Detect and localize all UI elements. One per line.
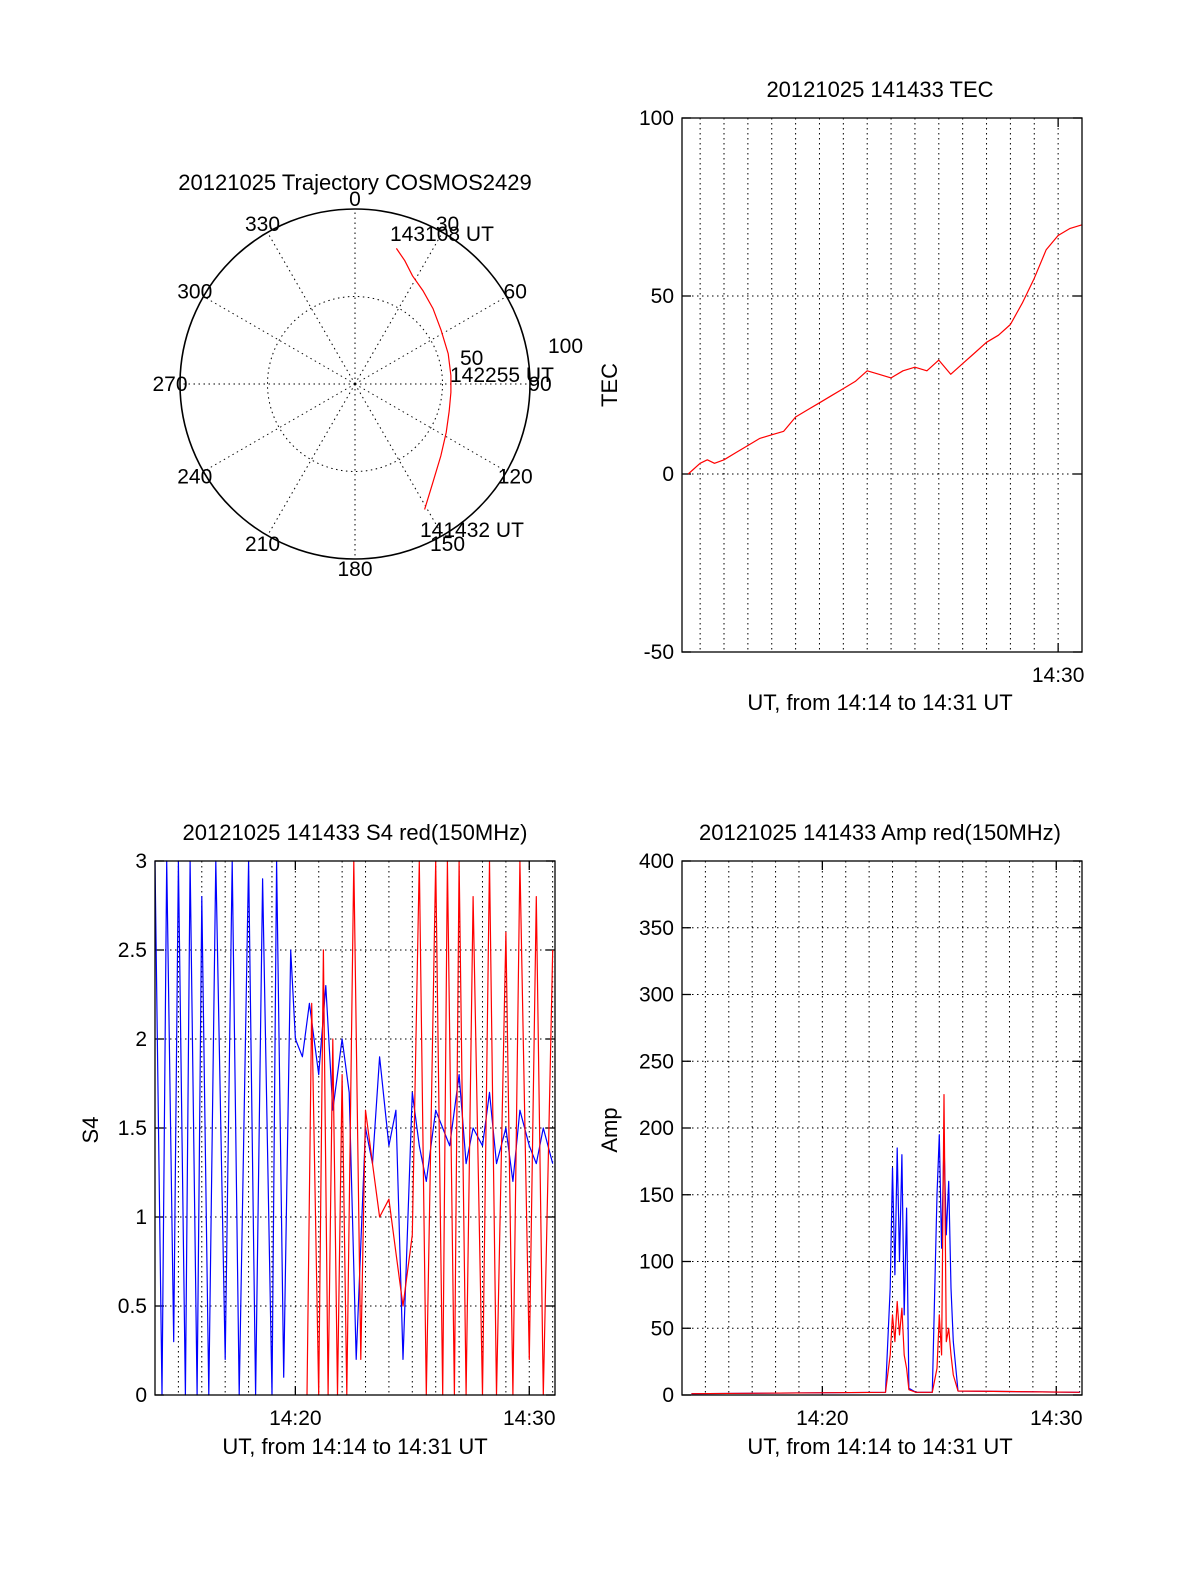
s4-frame — [154, 860, 556, 1396]
s4-xtick-label: 14:20 — [269, 1407, 322, 1430]
polar-spoke — [203, 296, 356, 385]
tec-ytick-label: 100 — [639, 107, 674, 130]
tec-chart: 20121025 141433 TEC TEC UT, from 14:14 t… — [597, 77, 1084, 715]
amp-frame — [681, 860, 1083, 1396]
amp-xtick-label: 14:20 — [796, 1407, 849, 1430]
polar-angle-label: 330 — [245, 213, 280, 236]
s4-ytick-label: 0.5 — [118, 1295, 147, 1318]
amp-plot-area: 0 50 100 150 200 250 300 350 400 14:20 14:30 — [639, 850, 1083, 1430]
polar-angle-label: 270 — [152, 373, 187, 396]
polar-radius-label-50: 50 — [460, 347, 483, 370]
polar-spoke — [267, 232, 356, 385]
s4-xtick-label: 14:30 — [503, 1407, 556, 1430]
amp-ytick-label: 350 — [639, 917, 674, 940]
polar-angle-label: 30 — [436, 213, 459, 236]
tec-ytick-label: -50 — [644, 641, 674, 664]
amp-ytick-label: 200 — [639, 1117, 674, 1140]
polar-angle-label: 60 — [504, 281, 527, 304]
polar-title: 20121025 Trajectory COSMOS2429 — [178, 170, 531, 195]
polar-angle-label: 90 — [528, 373, 551, 396]
s4-title: 20121025 141433 S4 red(150MHz) — [183, 820, 528, 845]
s4-ytick-label: 3 — [135, 850, 147, 873]
annotation-start: 143108 UT — [390, 223, 494, 246]
polar-spokes — [180, 209, 530, 559]
s4-ytick-label: 1 — [135, 1206, 147, 1229]
amp-ytick-label: 300 — [639, 984, 674, 1007]
amp-ytick-label: 400 — [639, 850, 674, 873]
trajectory-line — [395, 248, 452, 510]
polar-angle-label: 300 — [177, 281, 212, 304]
amp-ytick-label: 250 — [639, 1050, 674, 1073]
amp-series-0 — [691, 1134, 1080, 1395]
s4-chart: 20121025 141433 S4 red(150MHz) S4 UT, fr… — [78, 820, 556, 1459]
annotation-end: 141432 UT — [420, 519, 524, 542]
polar-angle-label: 0 — [349, 188, 361, 211]
s4-ytick-label: 0 — [135, 1384, 147, 1407]
polar-spoke — [354, 383, 443, 536]
tec-plot-area: -50 0 50 100 14:30 — [639, 107, 1084, 687]
amp-xlabel: UT, from 14:14 to 14:31 UT — [747, 1434, 1012, 1459]
tec-frame — [681, 117, 1083, 653]
annotation-mid: 142255 UT — [450, 364, 554, 387]
amp-ytick-label: 50 — [651, 1317, 674, 1340]
tec-ytick-label: 0 — [662, 463, 674, 486]
amp-ylabel: Amp — [597, 1107, 622, 1152]
amp-ytick-label: 100 — [639, 1251, 674, 1274]
polar-spoke — [354, 296, 507, 385]
polar-grid-circle — [267, 296, 443, 472]
polar-spoke — [203, 383, 356, 472]
polar-angle-label: 210 — [245, 533, 280, 556]
s4-ytick-label: 2 — [135, 1028, 147, 1051]
polar-spoke — [354, 232, 443, 385]
s4-series-1 — [306, 860, 554, 1396]
s4-ytick-label: 1.5 — [118, 1117, 147, 1140]
amp-ytick-label: 150 — [639, 1184, 674, 1207]
s4-xlabel: UT, from 14:14 to 14:31 UT — [222, 1434, 487, 1459]
tec-xtick-label: 14:30 — [1032, 664, 1085, 687]
tec-xlabel: UT, from 14:14 to 14:31 UT — [747, 690, 1012, 715]
polar-angle-labels: 0 30 60 90 120 150 180 210 240 270 300 330 — [152, 188, 551, 581]
s4-plot-area: 0 0.5 1 1.5 2 2.5 3 14:20 14:30 — [118, 850, 556, 1430]
amp-ytick-label: 0 — [662, 1384, 674, 1407]
amp-series-1 — [691, 1094, 1080, 1395]
tec-ylabel: TEC — [597, 363, 622, 407]
amp-chart: 20121025 141433 Amp red(150MHz) Amp UT, … — [597, 820, 1083, 1459]
amp-title: 20121025 141433 Amp red(150MHz) — [699, 820, 1061, 845]
polar-spoke — [267, 383, 356, 536]
polar-spoke — [354, 383, 507, 472]
polar-angle-label: 150 — [430, 533, 465, 556]
tec-title: 20121025 141433 TEC — [766, 77, 993, 102]
s4-ytick-label: 2.5 — [118, 939, 147, 962]
polar-angle-label: 240 — [177, 466, 212, 489]
polar-outer-ring — [179, 208, 531, 560]
tec-series-0 — [687, 224, 1083, 475]
s4-ylabel: S4 — [78, 1117, 103, 1144]
polar-radius-label-100: 100 — [548, 335, 583, 358]
tec-ytick-label: 50 — [651, 285, 674, 308]
polar-trajectory-chart: 20121025 Trajectory COSMOS2429 0 30 60 90 12… — [152, 170, 583, 581]
amp-xtick-label: 14:30 — [1030, 1407, 1083, 1430]
polar-angle-label: 120 — [498, 466, 533, 489]
polar-angle-label: 180 — [337, 558, 372, 581]
